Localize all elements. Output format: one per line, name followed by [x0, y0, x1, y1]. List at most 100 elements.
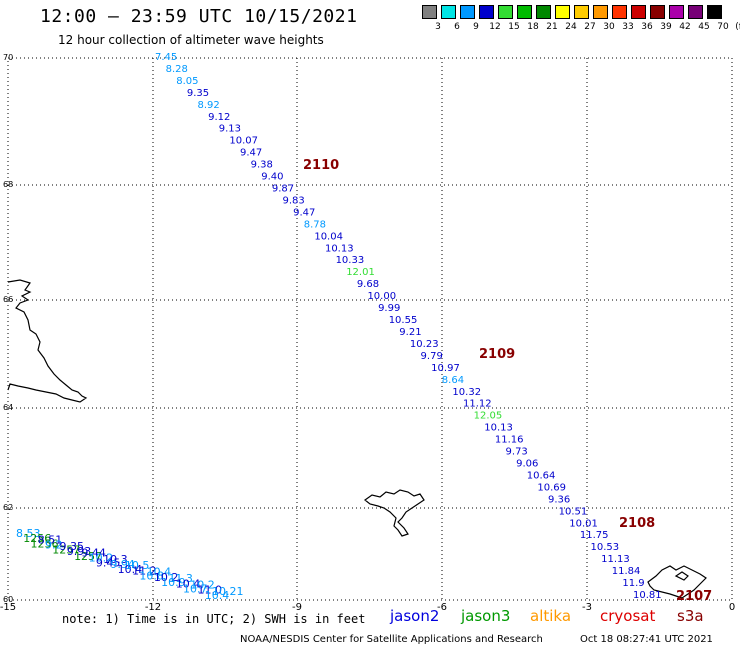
swh-value: 9.93 [67, 545, 92, 558]
swh-value: 10.7 [183, 582, 208, 595]
swh-value: 10.04 [314, 231, 343, 242]
swh-value: 1257 [74, 550, 102, 563]
legend-swatch [688, 5, 703, 19]
legend-label: 24 [565, 22, 577, 32]
legend-swatch [441, 5, 456, 19]
legend-swatch [536, 5, 551, 19]
legend-label: 21 [546, 22, 558, 32]
swh-value: 12.05 [474, 411, 503, 422]
swh-value: 11.0 [197, 584, 222, 597]
pass-time-label: 2108 [619, 516, 655, 531]
map-subtitle: 12 hour collection of altimeter wave hei… [58, 33, 324, 47]
faroe-islands-coastline [364, 489, 425, 537]
swh-value: 10.32 [452, 387, 481, 398]
legend-swatch [498, 5, 513, 19]
swh-value: 10.13 [484, 423, 513, 434]
lat-label: 60 [3, 595, 13, 604]
wave-height-cluster: 8.53125612568.519.212579.359.9312579.441… [16, 527, 244, 602]
axis-labels: 70 68 66 64 62 60-15 -12 -9 -6 -3 0 [0, 53, 735, 613]
swh-value: 10.81 [633, 590, 662, 601]
swh-value: 9.99 [378, 303, 400, 314]
swh-value: 10.69 [537, 482, 566, 493]
satellite-name: s3a [677, 607, 704, 625]
swh-value: 1256 [23, 532, 51, 545]
swh-value: 10.55 [389, 315, 418, 326]
legend-label: 36 [641, 22, 653, 32]
swh-value: 8.78 [304, 219, 326, 230]
swh-value: 10.97 [431, 363, 460, 374]
satellite-name: cryosat [600, 607, 656, 625]
swh-value: 8.05 [176, 76, 198, 87]
legend-label: 39 [660, 22, 672, 32]
swh-value: 10.13 [325, 243, 354, 254]
swh-value: 8.51 [38, 533, 63, 546]
swh-value: 10.9 [161, 576, 186, 589]
swh-value: 8.28 [166, 64, 188, 75]
swh-value: 10.8 [139, 570, 164, 583]
swh-value: 9.45 [96, 557, 121, 570]
swh-value: 10.2 [190, 579, 215, 592]
swh-value: 11.2 [132, 564, 157, 577]
lon-label: -6 [437, 602, 447, 613]
legend-swatch [574, 5, 589, 19]
legend-label: 18 [527, 22, 539, 32]
swh-value: 10.4 [176, 577, 201, 590]
lon-label: -3 [582, 602, 592, 613]
swh-value: 1256 [31, 537, 59, 550]
swh-value: 9.36 [548, 494, 570, 505]
swh-value: 9.21 [399, 327, 421, 338]
generated-timestamp: Oct 18 08:27:41 UTC 2021 [580, 634, 713, 645]
swh-value: 10.4 [118, 563, 143, 576]
swh-value: 7.45 [155, 52, 177, 63]
swh-value: 11.12 [463, 399, 492, 410]
shetland-coastline [647, 565, 707, 599]
swh-value: 9.94 [110, 558, 134, 571]
legend-label: 33 [622, 22, 634, 32]
swh-value: 10.07 [229, 136, 258, 147]
footnote: note: 1) Time is in UTC; 2) SWH is in fe… [62, 612, 366, 626]
legend-unit: (ft) [735, 22, 740, 32]
swh-value: 10.00 [367, 291, 396, 302]
legend-swatch [631, 5, 646, 19]
legend-swatch [707, 5, 722, 19]
legend-label: 9 [473, 22, 479, 32]
legend-label: 27 [584, 22, 596, 32]
swh-value: 11.13 [601, 554, 630, 565]
swh-value: 10.3 [103, 553, 128, 566]
map-frame [7, 57, 733, 601]
pass-time-label: 2110 [303, 158, 339, 173]
swh-value: 10.01 [569, 518, 598, 529]
pass-time-labels: 2110 2109 2108 2107 [303, 158, 712, 604]
swh-value: 11.75 [580, 530, 609, 541]
lat-label: 64 [3, 403, 13, 412]
wave-height-track: 7.458.288.059.358.929.129.1310.079.479.3… [155, 52, 662, 601]
legend-swatch [555, 5, 570, 19]
satellite-name: altika [530, 607, 572, 625]
swh-value: 9.47 [240, 148, 262, 159]
credit-line: NOAA/NESDIS Center for Satellite Applica… [240, 634, 543, 645]
swh-value: 9.2 [45, 539, 63, 552]
legend-swatch [593, 5, 608, 19]
swh-value: 9.44 [81, 546, 106, 559]
swh-value: 11.3 [168, 572, 193, 585]
pass-time-label: 2109 [479, 347, 515, 362]
swh-value: 9.13 [219, 124, 241, 135]
legend-label: 3 [435, 22, 441, 32]
legend-label: 70 [717, 22, 729, 32]
satellite-name: jason2 [390, 607, 440, 625]
swh-value: 9.35 [60, 540, 85, 553]
legend-label: 30 [603, 22, 615, 32]
swh-value: 10.23 [410, 339, 439, 350]
lat-label: 70 [3, 53, 13, 62]
swh-value: 10.21 [212, 585, 244, 598]
legend-label: 12 [489, 22, 501, 32]
swh-value: 9.47 [293, 207, 315, 218]
swh-value: 10.4 [205, 589, 230, 602]
swh-value: 10.5 [125, 559, 150, 572]
legend-swatch [517, 5, 532, 19]
lon-label: -12 [145, 602, 161, 613]
swh-value: 10.64 [527, 470, 556, 481]
swh-value: 11.84 [612, 566, 641, 577]
swh-value: 9.68 [357, 279, 379, 290]
